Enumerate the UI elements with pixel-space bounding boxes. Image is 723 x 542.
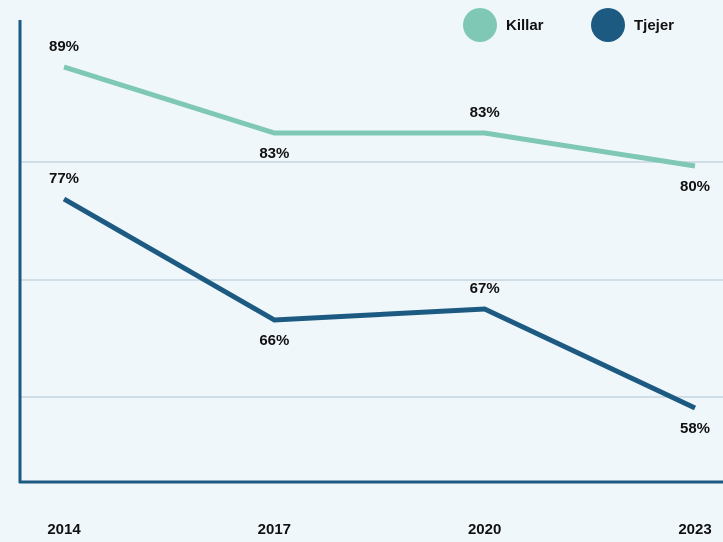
data-label: 89% [49,38,79,55]
legend-label: Killar [506,17,544,34]
x-tick-label: 2017 [258,521,291,538]
x-tick-label: 2014 [47,521,81,538]
x-tick-label: 2023 [678,521,711,538]
legend-label: Tjejer [634,17,674,34]
data-label: 66% [259,332,289,349]
line [63,64,696,169]
data-label: 83% [470,104,500,121]
data-label: 83% [259,145,289,162]
data-label: 80% [680,178,710,195]
data-label: 77% [49,170,79,187]
legend-swatch [591,8,625,42]
data-label: 58% [680,420,710,437]
x-tick-label: 2020 [468,521,501,538]
legend-swatch [463,8,497,42]
data-label: 67% [470,280,500,297]
line [62,196,697,411]
